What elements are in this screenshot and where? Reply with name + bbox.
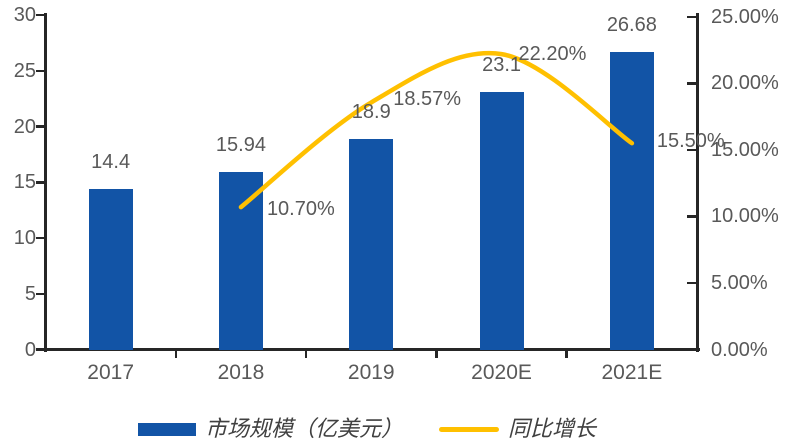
- y-axis-tick-left: [35, 292, 46, 295]
- y-axis-tick-right: [687, 348, 697, 351]
- y-axis-tick-right: [687, 82, 697, 85]
- bar-series-swatch: [138, 422, 196, 436]
- y-axis-tick-left: [35, 13, 46, 17]
- y-axis-tick-label-right: 25.00%: [711, 5, 779, 28]
- y-axis-tick-left: [35, 181, 46, 184]
- legend-item-market-size: 市场规模（亿美元）: [138, 416, 403, 442]
- legend-label-market-size: 市场规模（亿美元）: [205, 416, 404, 441]
- y-axis-tick-left: [35, 236, 46, 240]
- x-axis-tick: [565, 349, 568, 358]
- y-axis-tick-label-left: 20: [13, 115, 36, 138]
- x-axis-label: 2021E: [601, 361, 663, 384]
- legend-label-growth: 同比增长: [508, 416, 597, 441]
- y-axis-tick-label-left: 0: [24, 338, 36, 361]
- y-axis-tick-label-left: 30: [13, 4, 36, 26]
- x-axis-label: 2017: [87, 361, 134, 384]
- bar-2020E: [479, 91, 524, 351]
- y-axis-left: [44, 13, 47, 352]
- y-axis-tick-right: [687, 215, 697, 218]
- y-axis-tick-left: [35, 69, 46, 72]
- bar-value-label: 15.94: [215, 133, 266, 156]
- legend-item-growth: 同比增长: [439, 416, 596, 442]
- bar-2019: [349, 138, 394, 351]
- y-axis-tick-label-right: 0.00%: [711, 338, 768, 361]
- y-axis-tick-left: [35, 348, 46, 351]
- x-axis-tick: [174, 349, 178, 358]
- bar-2021E: [609, 52, 654, 351]
- x-axis-tick: [435, 349, 438, 358]
- line-point-label: 10.70%: [266, 198, 335, 221]
- bar-value-label: 18.9: [351, 100, 391, 123]
- y-axis-tick-label-left: 25: [13, 59, 36, 82]
- line-point-label: 18.57%: [393, 88, 462, 111]
- y-axis-tick-label-left: 10: [13, 227, 36, 249]
- y-axis-tick-left: [35, 125, 46, 128]
- y-axis-tick-label-right: 20.00%: [711, 72, 779, 95]
- x-axis-label: 2020E: [471, 361, 532, 384]
- line-point-label: 15.50%: [656, 130, 725, 153]
- y-axis-tick-right: [687, 15, 697, 19]
- legend: 市场规模（亿美元） 同比增长: [138, 416, 596, 442]
- bar-2017: [88, 188, 133, 351]
- y-axis-tick-label-right: 10.00%: [711, 205, 779, 228]
- x-axis-label: 2018: [217, 361, 265, 384]
- line-series-swatch: [439, 426, 500, 432]
- x-axis-label: 2019: [347, 361, 395, 384]
- line-point-label: 22.20%: [518, 43, 587, 66]
- bar-value-label: 26.68: [606, 14, 657, 37]
- y-axis-tick-label-left: 5: [24, 282, 36, 305]
- y-axis-tick-right: [687, 281, 697, 285]
- bar-value-label: 14.4: [91, 150, 131, 173]
- growth-line: [238, 50, 635, 210]
- y-axis-tick-label-right: 15.00%: [711, 138, 779, 161]
- bar-value-label: 23.1: [482, 53, 522, 76]
- y-axis-right: [695, 13, 699, 352]
- y-axis-tick-right: [687, 148, 697, 152]
- x-axis-tick: [304, 349, 308, 358]
- y-axis-tick-label-right: 5.00%: [711, 271, 768, 294]
- bar-2018: [218, 171, 263, 351]
- y-axis-tick-label-left: 15: [13, 171, 36, 194]
